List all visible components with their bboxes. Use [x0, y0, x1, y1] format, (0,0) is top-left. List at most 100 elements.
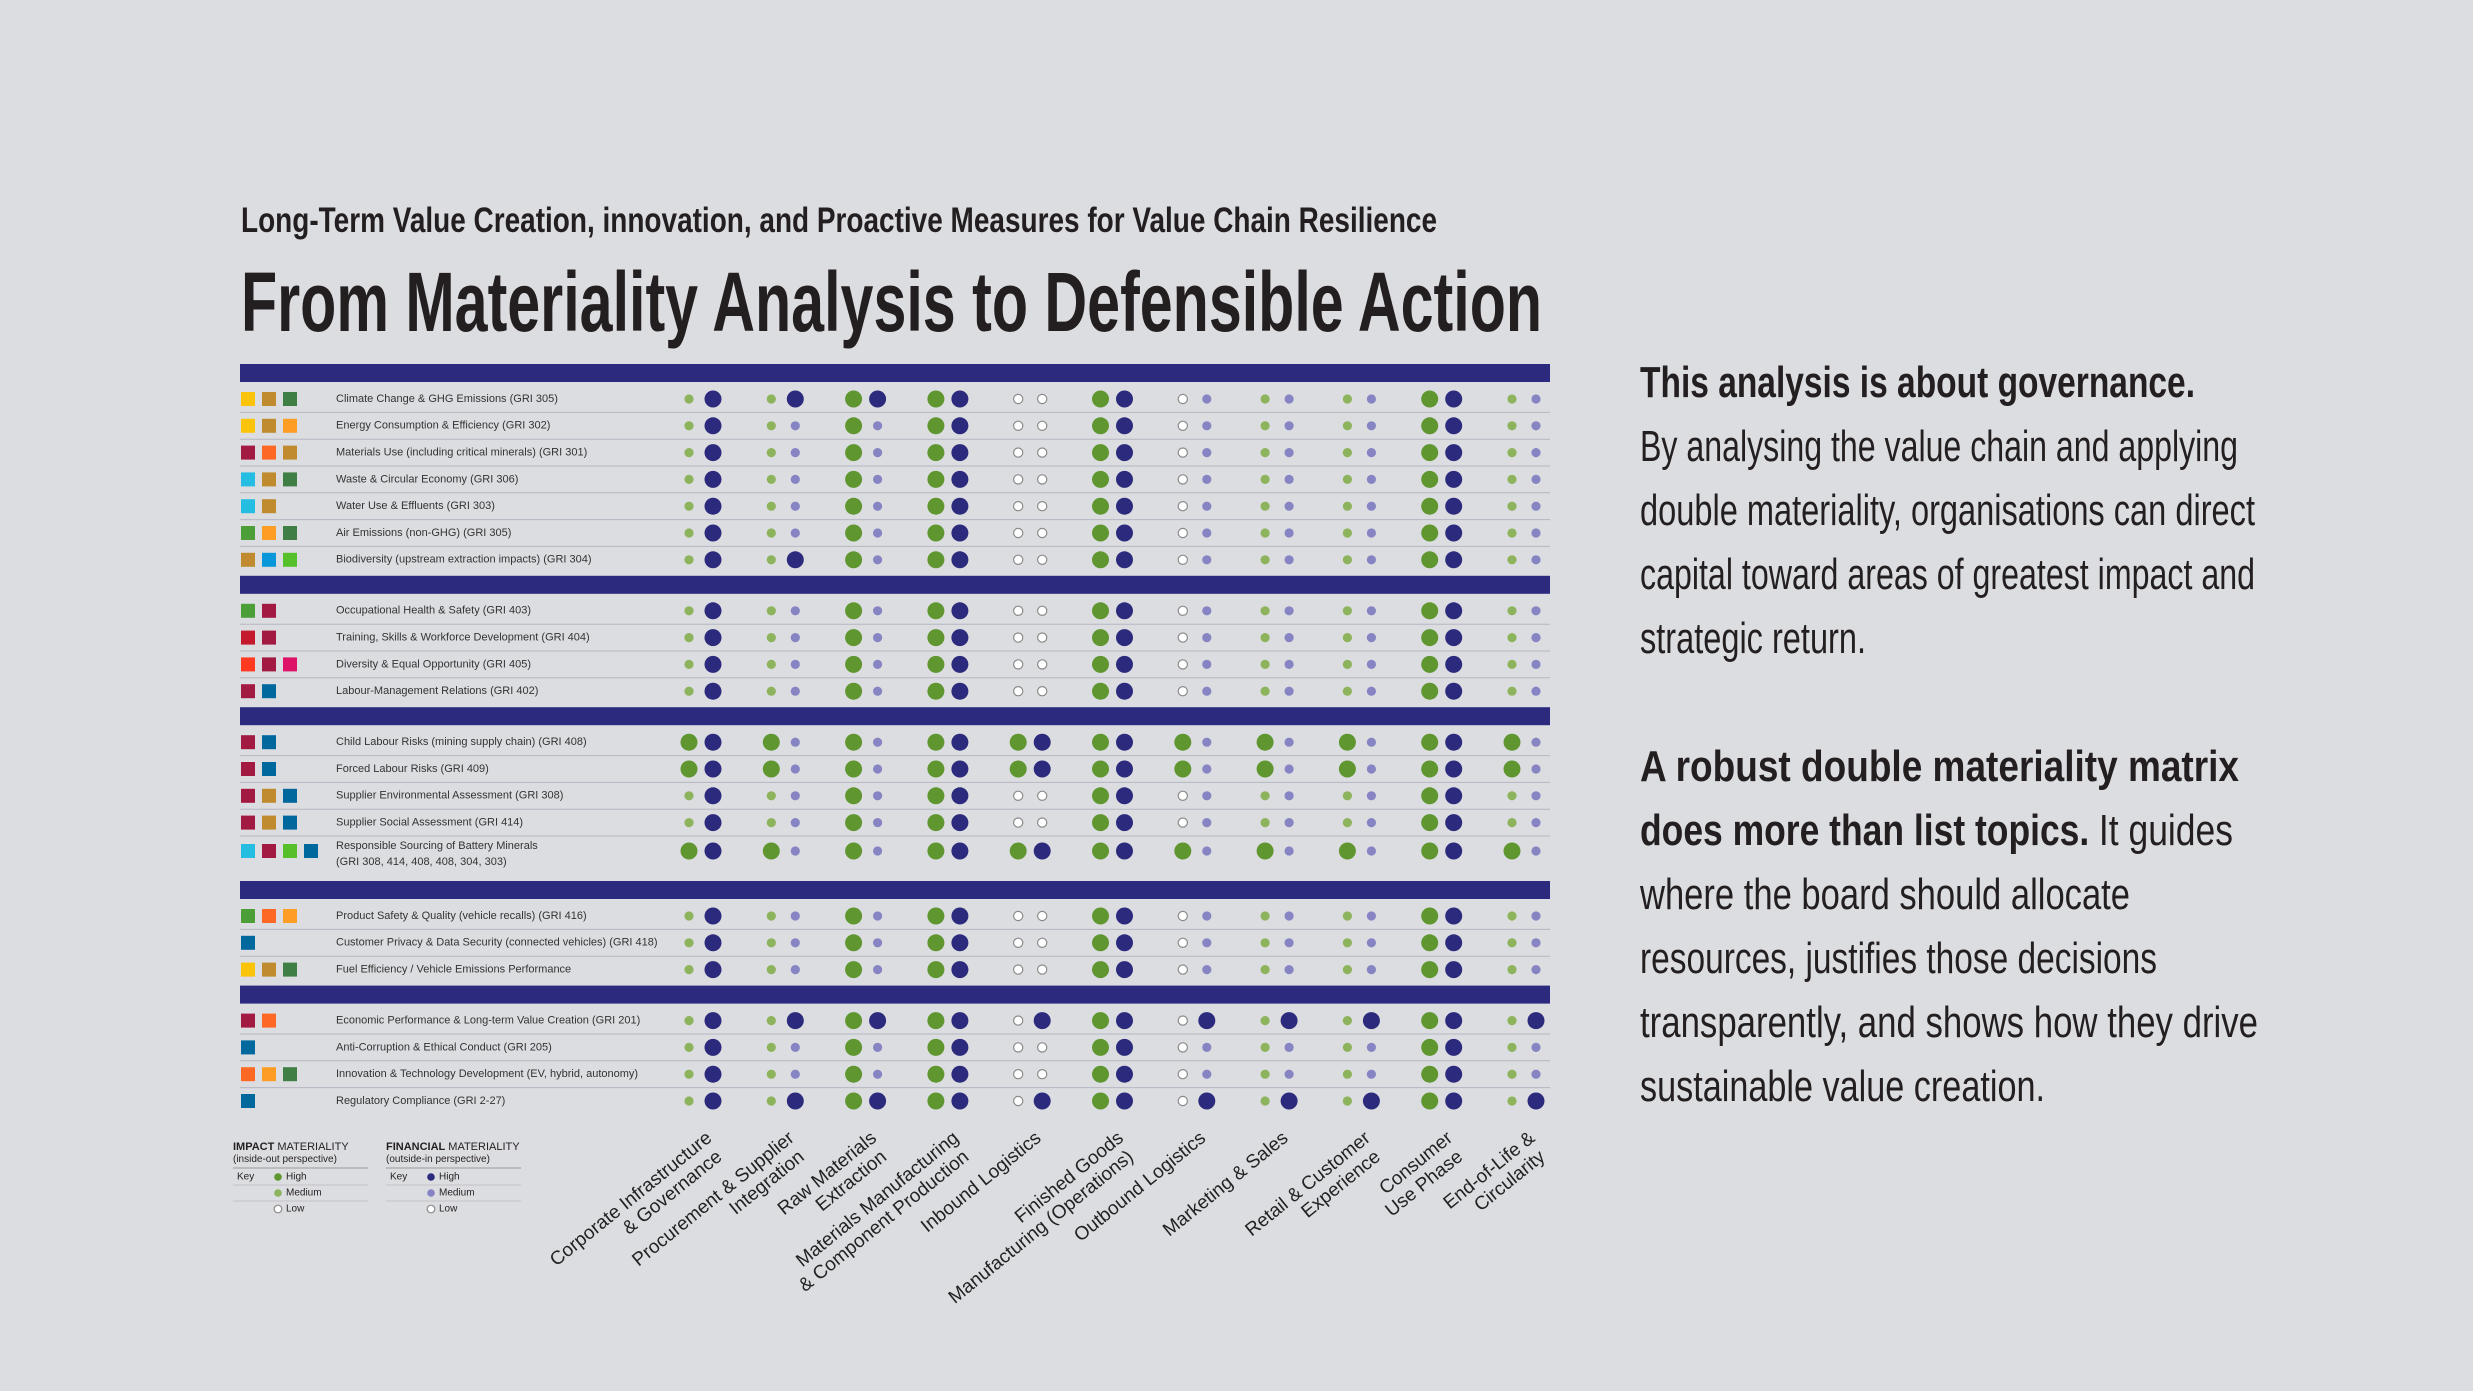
financial-dot: [1036, 910, 1048, 922]
financial-dot: [1036, 1042, 1048, 1053]
financial-dot: [790, 1042, 800, 1052]
group-bar: [240, 985, 1550, 1004]
impact-dot: [1177, 554, 1189, 566]
financial-dot: [951, 733, 969, 751]
sdg-icon: [262, 392, 276, 406]
legend-level: High: [286, 1172, 307, 1183]
sdg-icon: [241, 1040, 255, 1055]
impact-dot: [1260, 659, 1270, 670]
impact-dot: [766, 633, 776, 643]
impact-dot: [927, 602, 945, 620]
financial-dot: [1366, 448, 1376, 458]
financial-dot: [1116, 390, 1133, 408]
impact-dot: [1421, 961, 1439, 979]
impact-dot: [1260, 555, 1270, 565]
sdg-icon: [241, 526, 255, 540]
impact-dot: [1507, 1096, 1517, 1106]
financial-dot: [1202, 659, 1212, 670]
impact-dot: [1009, 842, 1027, 860]
row-label: Occupational Health & Safety (GRI 403): [336, 605, 531, 617]
impact-dot: [845, 390, 863, 408]
sdg-icon: [283, 1067, 297, 1082]
financial-dot: [873, 911, 883, 921]
financial-dot: [1202, 394, 1212, 404]
impact-dot: [766, 938, 776, 948]
impact-dot: [1092, 444, 1109, 462]
sdg-icon: [283, 418, 297, 433]
financial-dot: [1116, 417, 1133, 435]
impact-dot: [927, 787, 945, 805]
legend-title-bold: IMPACT: [233, 1141, 275, 1153]
financial-dot: [1284, 1069, 1294, 1079]
financial-dot: [1284, 764, 1294, 774]
impact-dot: [766, 686, 776, 696]
impact-dot: [845, 629, 863, 647]
financial-dot: [1036, 501, 1048, 512]
financial-dot: [1531, 448, 1541, 458]
sdg-icon: [241, 909, 255, 923]
impact-dot: [1177, 790, 1189, 802]
financial-dot: [1445, 417, 1463, 435]
impact-dot: [1092, 760, 1109, 778]
legend-swatch: [273, 1204, 283, 1214]
row-label: Biodiversity (upstream extraction impact…: [336, 554, 592, 566]
impact-dot: [927, 842, 945, 860]
row-label: Regulatory Compliance (GRI 2-27): [336, 1095, 505, 1107]
impact-dot: [1421, 629, 1439, 647]
sdg-icon: [262, 762, 276, 776]
financial-dot: [1531, 791, 1541, 801]
financial-dot: [951, 907, 969, 925]
financial-dot: [1445, 814, 1463, 832]
impact-dot: [684, 474, 694, 484]
impact-dot: [762, 733, 780, 751]
impact-dot: [1092, 470, 1109, 488]
impact-dot: [845, 733, 863, 751]
financial-dot: [1445, 1092, 1463, 1110]
financial-dot: [1033, 1012, 1051, 1030]
impact-dot: [1507, 448, 1517, 458]
impact-dot: [845, 417, 863, 435]
financial-dot: [1531, 528, 1541, 538]
row-label: Supplier Environmental Assessment (GRI 3…: [336, 790, 563, 802]
impact-dot: [1507, 394, 1517, 404]
impact-dot: [1421, 1038, 1439, 1056]
financial-dot: [1284, 1042, 1294, 1052]
impact-dot: [684, 1042, 694, 1052]
impact-dot: [845, 842, 863, 860]
row-label: Energy Consumption & Efficiency (GRI 302…: [336, 420, 550, 432]
financial-dot: [1531, 474, 1541, 484]
row-label: Diversity & Equal Opportunity (GRI 405): [336, 658, 531, 670]
financial-dot: [873, 846, 883, 856]
impact-dot: [1013, 1015, 1024, 1026]
impact-dot: [684, 555, 694, 565]
sdg-icon: [283, 392, 297, 406]
impact-dot: [845, 524, 863, 542]
impact-dot: [1342, 555, 1352, 565]
financial-dot: [1366, 938, 1376, 948]
financial-dot: [1202, 764, 1212, 774]
impact-dot: [1342, 448, 1352, 458]
impact-dot: [845, 682, 863, 700]
financial-dot: [951, 682, 969, 700]
impact-dot: [927, 470, 945, 488]
financial-dot: [1531, 659, 1541, 670]
impact-dot: [1177, 937, 1189, 949]
financial-dot: [704, 417, 722, 435]
impact-dot: [1013, 964, 1024, 975]
financial-dot: [790, 965, 800, 975]
financial-dot: [873, 965, 883, 975]
financial-dot: [790, 938, 800, 948]
row-label: Materials Use (including critical minera…: [336, 447, 587, 459]
row-label: Training, Skills & Workforce Development…: [336, 632, 590, 644]
financial-dot: [1202, 737, 1212, 747]
financial-dot: [790, 737, 800, 747]
impact-dot: [1421, 497, 1439, 515]
impact-dot: [1507, 421, 1517, 431]
impact-dot: [1421, 1092, 1439, 1110]
financial-dot: [1202, 686, 1212, 696]
impact-dot: [1507, 633, 1517, 643]
group-bar: [240, 575, 1550, 594]
financial-dot: [704, 787, 722, 805]
sdg-icon: [283, 472, 297, 487]
financial-dot: [1445, 551, 1463, 569]
